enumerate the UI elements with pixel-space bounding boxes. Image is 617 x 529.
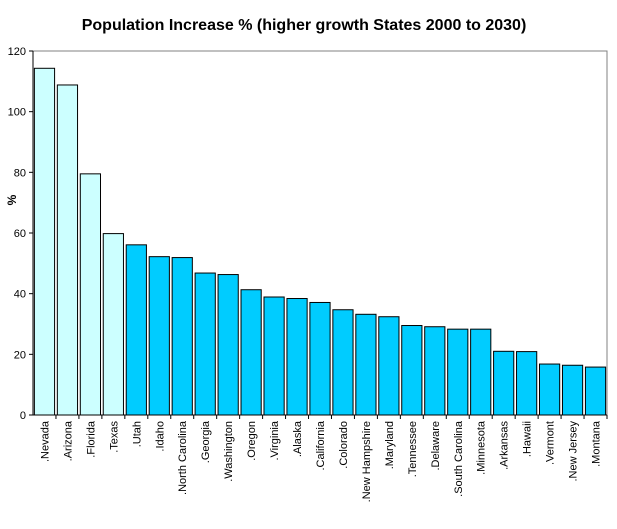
category-label: .Virginia [269,420,281,460]
bar [424,326,446,416]
y-tick-label: 60 [14,228,26,240]
category-label: .Nevada [39,420,51,462]
category-label: .Arkansas [499,421,511,470]
y-tick-label: 0 [20,410,26,422]
category-label: .Minnesota [476,420,488,475]
bar [378,316,400,416]
category-label: .Utah [131,421,143,447]
bar [401,325,423,416]
bar [561,364,584,416]
bar [309,301,331,416]
bar [470,328,492,416]
bar [240,289,262,416]
bar [538,363,561,416]
bars [33,67,607,416]
y-tick-label: 40 [14,289,26,301]
category-label: .Oregon [246,421,258,461]
category-label: .Florida [85,420,97,458]
category-label: .Montana [591,420,603,467]
bar [194,272,216,416]
category-label: .Arizona [62,420,74,461]
bar [584,366,607,416]
bar [493,350,515,416]
bar [332,309,354,416]
bar [447,328,469,416]
y-tick-label: 100 [8,107,26,119]
bar [56,84,79,416]
y-tick-label: 120 [8,46,26,58]
x-axis: .Nevada .Arizona .Florida .Texas .Utah .Idaho… [33,414,608,502]
category-label: .Alaska [292,420,304,457]
bar [79,173,102,416]
bar [102,233,124,416]
category-label: .New Jersey [568,421,580,482]
bar [148,256,170,416]
category-label: .North Carolina [177,420,189,495]
bar [263,296,285,416]
bar [171,257,193,416]
category-label: .Washington [223,421,235,482]
chart-title: Population Increase % (higher growth Sta… [82,17,527,34]
bar [286,298,308,416]
category-label: .Texas [108,421,120,453]
y-axis-label: % [5,194,19,205]
bar [125,244,147,416]
category-label: .Hawaii [522,421,534,457]
category-label: .Georgia [200,420,212,463]
bar [516,351,538,416]
category-label: .Colorado [338,421,350,469]
category-label: .California [315,420,327,470]
category-label: .Delaware [430,421,442,471]
category-label: .Idaho [154,421,166,452]
category-label: .South Carolina [453,420,465,497]
category-label: .Tennessee [407,421,419,477]
y-tick-label: 20 [14,349,26,361]
bar [355,313,377,416]
category-label: .Maryland [384,421,396,469]
y-tick-label: 80 [14,167,26,179]
category-label: .New Hampshire [361,421,373,502]
bar [33,67,56,416]
y-axis: 0 20 40 60 80 100 120 [8,46,34,422]
category-label: .Vermont [545,421,557,465]
bar [217,274,239,416]
